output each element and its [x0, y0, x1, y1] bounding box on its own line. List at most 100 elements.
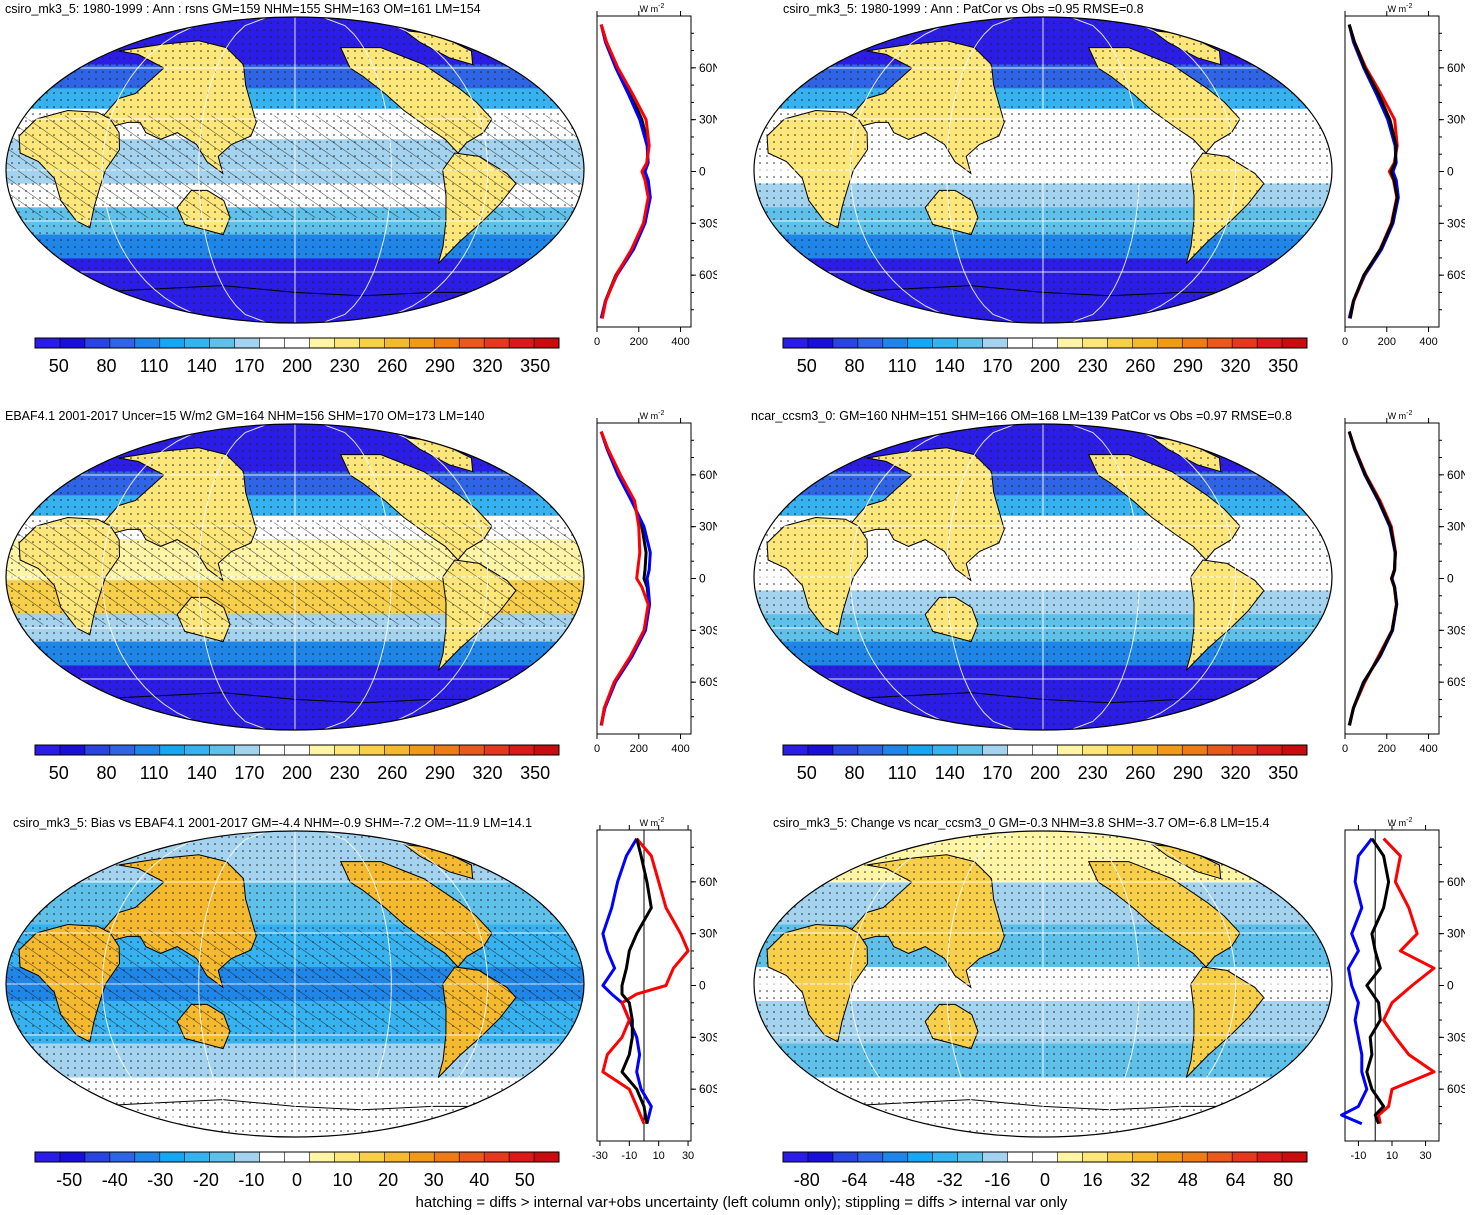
- map-border: [5, 423, 585, 731]
- colorbar-cell: [309, 1152, 335, 1162]
- colorbar-tick-label: 260: [1125, 356, 1155, 376]
- y-tick-label: 0: [699, 165, 706, 179]
- x-tick-label: 10: [653, 1150, 665, 1162]
- map-border: [753, 16, 1333, 324]
- colorbar-tick-label: 140: [935, 356, 965, 376]
- colorbar-frame: [34, 744, 560, 756]
- colorbar-tick-label: 10: [333, 1170, 353, 1190]
- colorbar-cell: [59, 338, 86, 348]
- colorbar-cell: [1082, 745, 1108, 755]
- graticule-lon: [1096, 831, 1237, 1137]
- colorbar-cell: [982, 1152, 1008, 1162]
- profile-series-line: [601, 837, 690, 1125]
- colorbar-tick-label: 80: [844, 356, 864, 376]
- colorbar-cell: [1007, 338, 1033, 348]
- colorbar-frame: [34, 1151, 560, 1163]
- world-map: [753, 423, 1333, 731]
- colorbar-cell: [384, 745, 410, 755]
- unit-exponent: -2: [658, 410, 664, 417]
- profile-series-line: [599, 431, 650, 726]
- figure-footnote: hatching = diffs > internal var+obs unce…: [415, 1194, 1068, 1211]
- colorbar-cell: [334, 338, 360, 348]
- panel-change: csiro_mk3_5: Change vs ncar_ccsm3_0 GM=-…: [751, 814, 1471, 1214]
- colorbar-cell: [832, 745, 859, 755]
- colorbar-cell: [1232, 1152, 1258, 1162]
- y-tick-label: 60S: [1447, 675, 1465, 689]
- colorbar-tick-label: -16: [984, 1170, 1010, 1190]
- colorbar-cell: [1207, 745, 1233, 755]
- colorbar-cell: [882, 745, 909, 755]
- x-tick-label: 0: [594, 336, 600, 348]
- colorbar-cell: [234, 1152, 260, 1162]
- colorbar-tick-label: -48: [889, 1170, 915, 1190]
- colorbar-tick-label: 230: [330, 356, 360, 376]
- profile-series-line: [1340, 837, 1374, 1126]
- profile-series-line: [601, 837, 653, 1125]
- colorbar-cell: [932, 338, 958, 348]
- colorbar-frame: [782, 744, 1308, 756]
- graticule-lon: [101, 17, 242, 323]
- colorbar-tick-label: 200: [282, 763, 312, 783]
- world-map: [753, 16, 1333, 324]
- colorbar-tick-label: 170: [982, 356, 1012, 376]
- colorbar-tick-label: 350: [520, 356, 550, 376]
- profile-series-line: [1347, 431, 1399, 726]
- colorbar-cell: [1132, 1152, 1158, 1162]
- colorbar-tick-label: -20: [193, 1170, 219, 1190]
- colorbar-cell: [59, 1152, 86, 1162]
- colorbar-cell: [534, 1152, 560, 1162]
- colorbar-frame: [782, 337, 1308, 349]
- x-tick-label: 200: [630, 336, 648, 348]
- graticule-lon: [1069, 831, 1140, 1137]
- colorbar-cell: [59, 745, 86, 755]
- x-tick-label: -30: [592, 1150, 608, 1162]
- colorbar-cell: [484, 1152, 510, 1162]
- y-tick-label: 60N: [699, 61, 717, 75]
- graticule-lon: [946, 831, 1017, 1137]
- map-border: [753, 423, 1333, 731]
- graticule-lon: [946, 424, 1017, 730]
- graticule-lon: [1069, 424, 1140, 730]
- colorbar-cell: [1282, 745, 1308, 755]
- y-tick-label: 0: [1447, 572, 1454, 586]
- colorbar-tick-label: 80: [1273, 1170, 1293, 1190]
- graticule-lon: [849, 424, 990, 730]
- y-tick-label: 30S: [1447, 623, 1465, 637]
- world-map: [5, 830, 585, 1138]
- colorbar-cell: [459, 338, 485, 348]
- profile-series-line: [620, 838, 653, 1124]
- colorbar-cell: [907, 338, 934, 348]
- colorbar-cell: [1282, 1152, 1308, 1162]
- colorbar-cell: [35, 338, 61, 348]
- colorbar-tick-label: -50: [56, 1170, 82, 1190]
- x-tick-label: 30: [1419, 1150, 1431, 1162]
- colorbar-cell: [84, 1152, 111, 1162]
- y-tick-label: 60N: [1447, 61, 1465, 75]
- y-tick-label: 60S: [1447, 268, 1465, 282]
- graticule-lon: [321, 424, 392, 730]
- profile-series-line: [1347, 24, 1399, 319]
- colorbar-tick-label: 140: [187, 763, 217, 783]
- colorbar-cell: [284, 338, 310, 348]
- colorbar-cell: [1257, 338, 1283, 348]
- unit-label: W m-2: [640, 817, 665, 828]
- panel-title: csiro_mk3_5: Change vs ncar_ccsm3_0 GM=-…: [773, 816, 1270, 830]
- graticule-lon: [198, 831, 269, 1137]
- y-tick-label: 30S: [699, 216, 717, 230]
- colorbar-tick-label: 50: [49, 356, 69, 376]
- colorbar-cell: [1032, 1152, 1058, 1162]
- x-tick-label: 0: [1342, 743, 1348, 755]
- y-tick-label: 60S: [699, 675, 717, 689]
- colorbar-cell: [1257, 745, 1283, 755]
- colorbar-cell: [1057, 1152, 1083, 1162]
- zonal-mean-profile: 60N 30N 0 30S 60S 0 200 400 W m-2: [594, 3, 717, 348]
- graticule-lon: [849, 17, 990, 323]
- colorbar-tick-label: -80: [794, 1170, 820, 1190]
- colorbar-cell: [359, 338, 385, 348]
- world-map: [5, 423, 585, 731]
- colorbar-cell: [1232, 745, 1258, 755]
- graticule-lon: [101, 831, 242, 1137]
- colorbar-tick-label: 140: [935, 763, 965, 783]
- panel-model-patcor: csiro_mk3_5: 1980-1999 : Ann : PatCor vs…: [751, 0, 1471, 400]
- colorbar-cell: [1232, 338, 1258, 348]
